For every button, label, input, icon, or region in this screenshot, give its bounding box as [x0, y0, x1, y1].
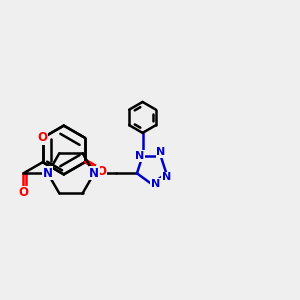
Text: O: O	[38, 131, 48, 144]
Text: O: O	[97, 165, 106, 178]
Text: O: O	[18, 186, 28, 199]
Text: N: N	[162, 172, 171, 182]
Text: N: N	[151, 179, 160, 189]
Text: N: N	[156, 147, 165, 157]
Text: N: N	[43, 167, 53, 180]
Text: N: N	[135, 151, 144, 161]
Text: N: N	[89, 167, 99, 180]
